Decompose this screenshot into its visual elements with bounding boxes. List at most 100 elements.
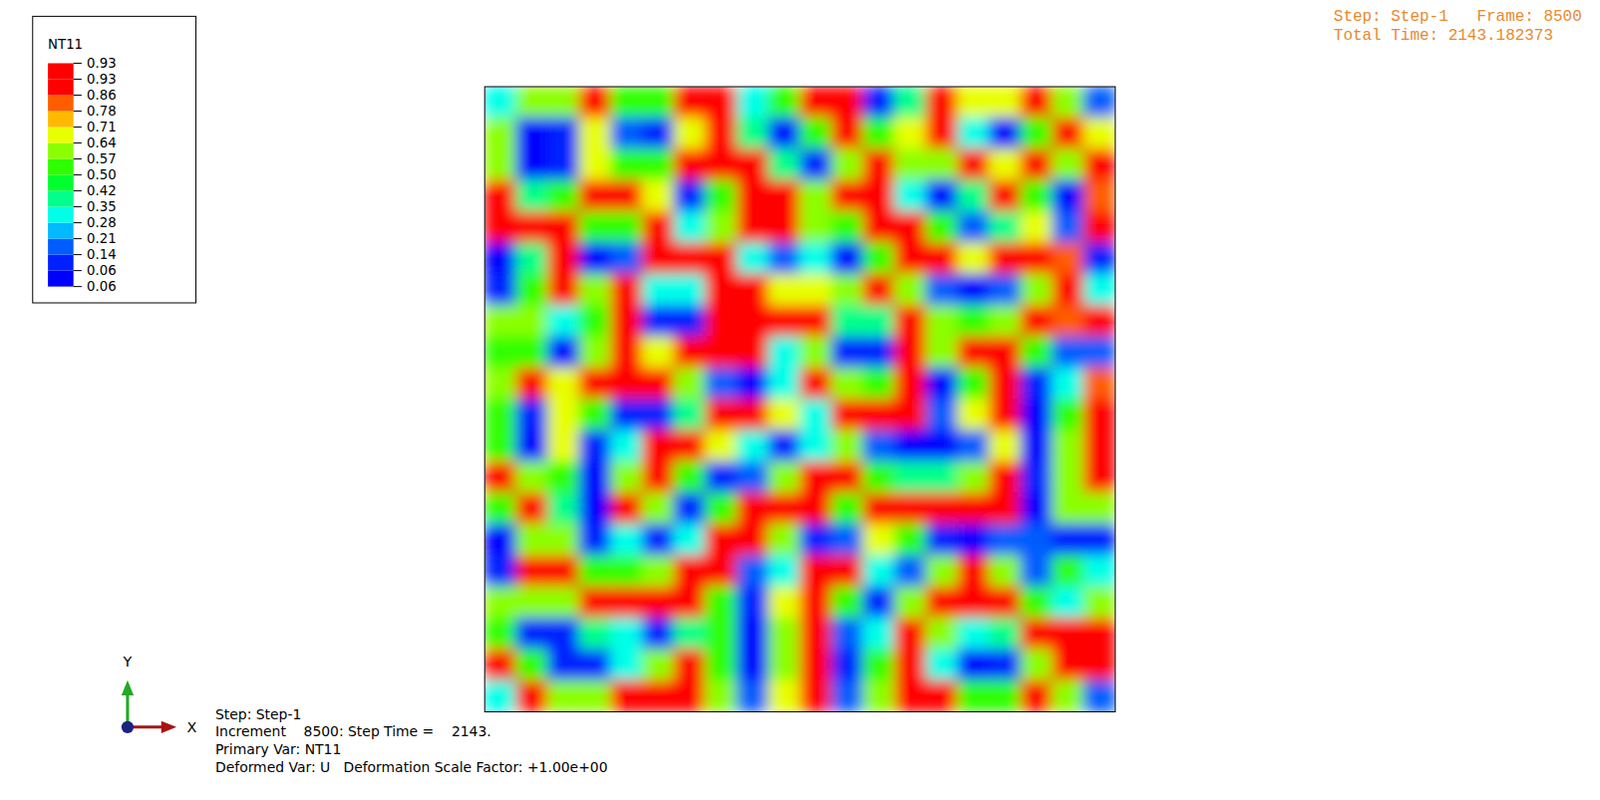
cell — [515, 555, 549, 588]
legend-tick — [73, 254, 82, 256]
cell — [610, 430, 643, 463]
cell — [547, 148, 581, 181]
cell — [736, 274, 770, 307]
cell — [610, 461, 643, 494]
cell — [988, 242, 1022, 275]
cell — [831, 461, 865, 494]
cell — [641, 117, 675, 150]
info-line: Step: Step-1 — [215, 706, 302, 723]
cell — [957, 180, 990, 213]
cell — [579, 305, 613, 337]
cell — [672, 242, 706, 275]
cell — [831, 648, 865, 681]
cell — [515, 680, 549, 713]
cell — [862, 180, 896, 213]
legend-swatch — [47, 78, 74, 95]
legend-tick — [73, 222, 82, 224]
cell — [831, 117, 865, 150]
cell — [988, 211, 1022, 244]
cell — [515, 86, 549, 119]
cell — [515, 305, 549, 337]
cell — [736, 180, 770, 213]
cell — [1019, 618, 1053, 650]
cell — [704, 180, 738, 213]
cell — [515, 618, 549, 650]
cell — [547, 242, 581, 275]
cell — [957, 524, 990, 557]
cell — [547, 430, 581, 463]
cell — [515, 430, 549, 463]
cell — [831, 335, 865, 368]
cell — [894, 430, 928, 463]
cell — [484, 86, 517, 119]
legend-tick — [73, 78, 82, 80]
legend-label: 0.21 — [86, 231, 117, 247]
cell — [988, 148, 1022, 181]
cell — [484, 398, 517, 431]
cell — [704, 274, 738, 307]
cell — [894, 586, 928, 619]
cell — [894, 648, 928, 681]
cell — [579, 680, 613, 713]
cell — [515, 492, 549, 525]
cell — [672, 367, 706, 400]
cell — [515, 586, 549, 619]
cells — [484, 86, 1116, 712]
cell — [957, 305, 990, 337]
cell — [957, 86, 990, 119]
cell — [988, 618, 1022, 650]
legend-swatch — [47, 94, 74, 111]
cell — [1083, 680, 1116, 713]
cell — [736, 242, 770, 275]
cell — [1019, 211, 1053, 244]
legend-label: 0.64 — [86, 135, 117, 151]
cell — [484, 461, 517, 494]
legend-swatch — [47, 127, 74, 144]
info-line: Deformed Var: U Deformation Scale Factor… — [215, 759, 609, 776]
cell — [894, 86, 928, 119]
triad-y-head — [121, 680, 134, 696]
cell — [767, 148, 801, 181]
cell — [610, 180, 643, 213]
legend-swatch — [47, 191, 74, 208]
cell — [704, 86, 738, 119]
cell — [988, 555, 1022, 588]
cell — [704, 367, 738, 400]
cell — [957, 117, 990, 150]
cell — [926, 274, 960, 307]
cell — [799, 648, 833, 681]
cell — [704, 430, 738, 463]
cell — [1051, 86, 1085, 119]
cell — [704, 492, 738, 525]
cell — [894, 398, 928, 431]
cell — [515, 648, 549, 681]
cell — [862, 367, 896, 400]
cell — [1051, 211, 1085, 244]
cell — [610, 148, 643, 181]
cell — [547, 555, 581, 588]
cell — [831, 524, 865, 557]
cell — [862, 274, 896, 307]
time-label: Total Time: 2143.182373 — [1333, 26, 1554, 45]
cell — [894, 335, 928, 368]
cell — [767, 117, 801, 150]
cell — [862, 305, 896, 337]
cell — [894, 211, 928, 244]
cell — [799, 524, 833, 557]
cell — [926, 586, 960, 619]
cell — [988, 117, 1022, 150]
cell — [894, 461, 928, 494]
cell — [704, 242, 738, 275]
cell — [547, 305, 581, 337]
cell — [610, 117, 643, 150]
cell — [1019, 555, 1053, 588]
legend-swatch — [47, 175, 74, 192]
cell — [1051, 555, 1085, 588]
cell — [957, 274, 990, 307]
cell — [704, 618, 738, 650]
cell — [1051, 492, 1085, 525]
cell — [831, 305, 865, 337]
cell — [547, 180, 581, 213]
legend-swatch — [47, 239, 74, 256]
cell — [767, 524, 801, 557]
